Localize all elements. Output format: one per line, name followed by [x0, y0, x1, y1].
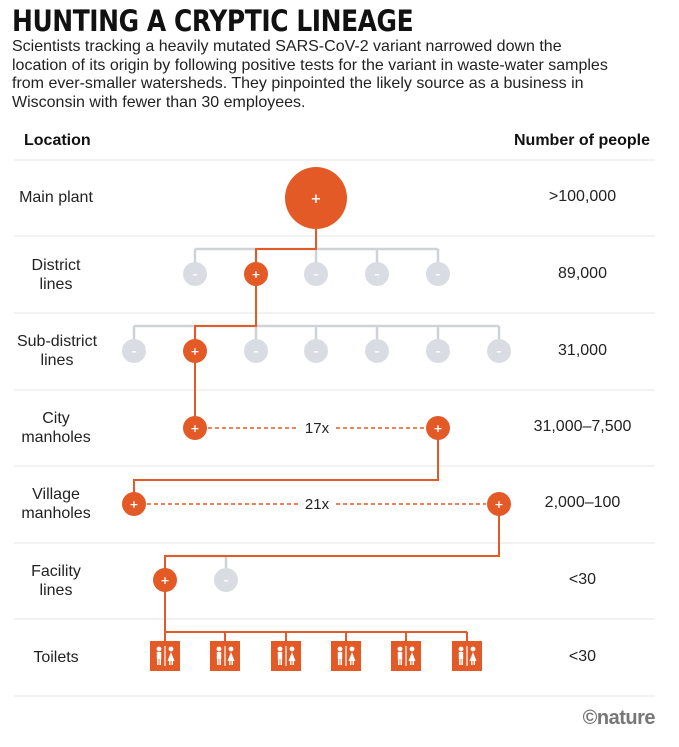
svg-text:–: – [313, 345, 319, 358]
district-node-5: – [426, 262, 450, 286]
row-value-sub-district-lines: 31,000 [558, 342, 607, 359]
row-label-facility-lines: Facility lines [31, 563, 81, 599]
row-dividers [14, 159, 655, 697]
svg-text:+: + [494, 498, 503, 511]
svg-text:+: + [129, 498, 138, 511]
svg-text:+: + [433, 422, 442, 435]
restroom-icon [210, 641, 240, 671]
svg-text:–: – [313, 268, 319, 281]
svg-text:–: – [435, 345, 441, 358]
main-plant-sign: + [311, 192, 322, 207]
sub-district-node-2-positive: + [183, 339, 207, 363]
restroom-icon [271, 641, 301, 671]
city-manhole-end: + [426, 416, 450, 440]
svg-text:–: – [131, 345, 137, 358]
city-manhole-start: + [183, 416, 207, 440]
restroom-icon [391, 641, 421, 671]
row-label-village-manholes: Village manholes [21, 486, 91, 522]
row-value-main-plant: >100,000 [548, 188, 617, 205]
district-node-4: – [365, 262, 389, 286]
district-node-1: – [183, 262, 207, 286]
sub-district-node-3: – [244, 339, 268, 363]
sub-district-node-1: – [122, 339, 146, 363]
row-value-city-manholes: 31,000–7,500 [533, 418, 632, 435]
row-label-main-plant: Main plant [19, 189, 93, 206]
svg-text:–: – [435, 268, 441, 281]
facility-node-positive: + [153, 568, 177, 592]
svg-text:–: – [496, 345, 502, 358]
svg-text:+: + [190, 345, 199, 358]
restroom-icon [150, 641, 180, 671]
svg-text:–: – [374, 268, 380, 281]
restroom-icon [331, 641, 361, 671]
sub-district-node-7: – [487, 339, 511, 363]
svg-text:+: + [160, 574, 169, 587]
village-multiplier-label: 21x [305, 496, 330, 513]
city-multiplier-label: 17x [305, 420, 330, 437]
location-header: Location [24, 132, 91, 149]
svg-text:–: – [253, 345, 259, 358]
village-manhole-end: + [487, 492, 511, 516]
svg-text:+: + [251, 268, 260, 281]
sub-district-node-6: – [426, 339, 450, 363]
svg-text:–: – [374, 345, 380, 358]
row-value-district-lines: 89,000 [558, 265, 607, 282]
page-title: HUNTING A CRYPTIC LINEAGE [12, 4, 414, 38]
svg-text:+: + [190, 422, 199, 435]
row-value-village-manholes: 2,000–100 [544, 494, 621, 511]
svg-text:–: – [192, 268, 198, 281]
row-value-facility-lines: <30 [568, 571, 597, 588]
row-value-toilets: <30 [568, 648, 597, 665]
sub-district-node-4: – [304, 339, 328, 363]
people-header: Number of people [514, 132, 651, 149]
sub-district-node-5: – [365, 339, 389, 363]
row-label-city-manholes: City manholes [21, 410, 91, 446]
row-label-toilets: Toilets [33, 649, 79, 666]
row-label-district-lines: District lines [31, 257, 81, 293]
district-node-3: – [304, 262, 328, 286]
nature-credit: ©nature [582, 707, 656, 729]
svg-text:–: – [223, 574, 229, 587]
subtitle: Scientists tracking a heavily mutated SA… [12, 38, 608, 111]
facility-node-negative: – [214, 568, 238, 592]
main-plant-node: + [285, 167, 347, 229]
restroom-icon [452, 641, 482, 671]
row-label-sub-district-lines: Sub-district lines [16, 333, 98, 369]
village-manhole-start: + [122, 492, 146, 516]
district-node-2-positive: + [244, 262, 268, 286]
